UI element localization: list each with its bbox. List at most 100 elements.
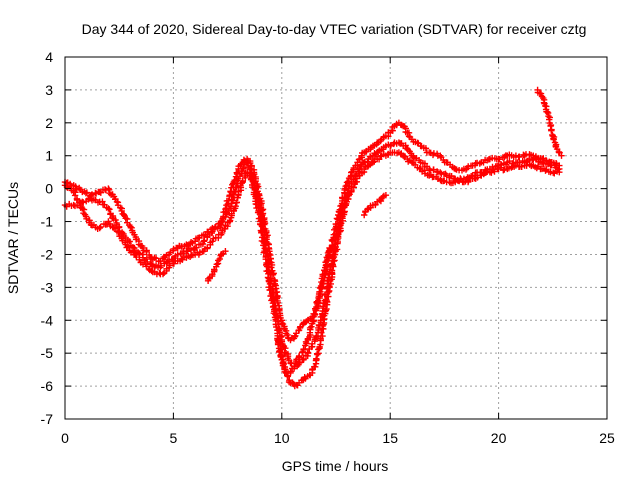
data-point [96, 188, 103, 196]
y-tick-label: 0 [45, 181, 53, 197]
x-tick-label: 20 [491, 430, 507, 446]
data-point [88, 191, 96, 198]
data-point [311, 311, 319, 318]
data-point [437, 169, 444, 176]
data-point [105, 205, 112, 212]
data-point [558, 152, 565, 159]
data-point [148, 267, 155, 275]
data-point [229, 197, 237, 204]
y-tick-label: 1 [45, 148, 53, 164]
data-point [218, 219, 225, 227]
data-point [97, 223, 104, 231]
x-tick-label: 5 [170, 430, 178, 446]
plot-frame [64, 56, 608, 420]
y-tick-label: 4 [45, 49, 53, 65]
data-point [255, 215, 263, 222]
data-point [313, 355, 320, 362]
data-point [222, 248, 229, 255]
data-point [300, 355, 307, 363]
series-track-c [61, 149, 563, 390]
data-point [109, 214, 116, 222]
y-tick-label: -3 [41, 279, 54, 295]
data-point [512, 162, 520, 169]
data-point [456, 177, 463, 185]
data-point [537, 90, 545, 97]
y-axis: -7 -6 -5 -4 -3 -2 -1 0 1 2 3 4 [41, 49, 607, 427]
data-point [106, 206, 113, 213]
data-point [262, 256, 269, 263]
data-point [361, 211, 368, 219]
data-point [324, 293, 331, 300]
data-point [83, 189, 91, 196]
data-point [329, 261, 336, 268]
data-point [332, 243, 339, 251]
y-tick-label: -7 [41, 411, 54, 427]
data-point [258, 223, 266, 230]
data-point [521, 152, 528, 159]
data-point [542, 167, 549, 174]
data-point [516, 153, 523, 160]
x-tick-label: 25 [599, 430, 615, 446]
data-point [260, 249, 267, 256]
data-point [319, 332, 326, 340]
data-point [216, 255, 223, 263]
data-point [322, 259, 329, 266]
data-point [266, 280, 274, 288]
y-tick-label: -4 [41, 312, 54, 328]
data-point [556, 169, 563, 176]
data-point [308, 323, 315, 330]
x-tick-label: 15 [382, 430, 398, 446]
data-point [118, 207, 125, 215]
data-point [496, 156, 503, 163]
data-point [350, 184, 357, 191]
data-point [382, 192, 390, 199]
series-track-g [274, 244, 334, 377]
y-tick-label: 3 [45, 82, 53, 98]
chart-title: Day 344 of 2020, Sidereal Day-to-day VTE… [82, 21, 587, 37]
data-point [187, 239, 195, 246]
y-tick-label: 2 [45, 115, 53, 131]
data-point [124, 243, 132, 250]
data-point [159, 270, 167, 278]
data-point [126, 238, 133, 245]
data-point [430, 166, 437, 173]
data-point [281, 368, 288, 375]
data-point [278, 356, 285, 363]
series-track-a [61, 119, 563, 344]
data-point [233, 199, 240, 206]
series-track-e [534, 86, 565, 159]
data-point [318, 329, 325, 336]
grid [65, 57, 607, 419]
data-point [267, 286, 274, 294]
y-axis-label: SDTVAR / TECUs [5, 182, 21, 294]
data-point [258, 229, 265, 236]
data-point [130, 248, 137, 255]
data-point [71, 192, 79, 199]
data-point [387, 142, 395, 149]
x-axis: 0 5 10 15 20 25 [61, 57, 615, 446]
data-point [240, 165, 247, 172]
data-point [344, 178, 352, 185]
data-point [319, 322, 326, 330]
x-tick-label: 10 [274, 430, 290, 446]
data-point [219, 218, 226, 225]
x-axis-label: GPS time / hours [282, 458, 389, 474]
data-point [313, 298, 321, 305]
y-tick-label: -5 [41, 345, 54, 361]
data-point [552, 142, 559, 150]
data-point [422, 145, 430, 152]
data-points [61, 86, 565, 390]
data-point [544, 108, 551, 116]
data-point [550, 136, 557, 143]
data-point [166, 262, 174, 269]
data-point [274, 341, 282, 348]
data-point [296, 352, 303, 360]
data-point [306, 324, 314, 332]
data-point [300, 345, 307, 353]
y-tick-label: -2 [41, 246, 54, 262]
data-point [518, 163, 525, 170]
data-point [548, 127, 555, 134]
data-point [312, 363, 319, 370]
data-point [345, 192, 352, 199]
